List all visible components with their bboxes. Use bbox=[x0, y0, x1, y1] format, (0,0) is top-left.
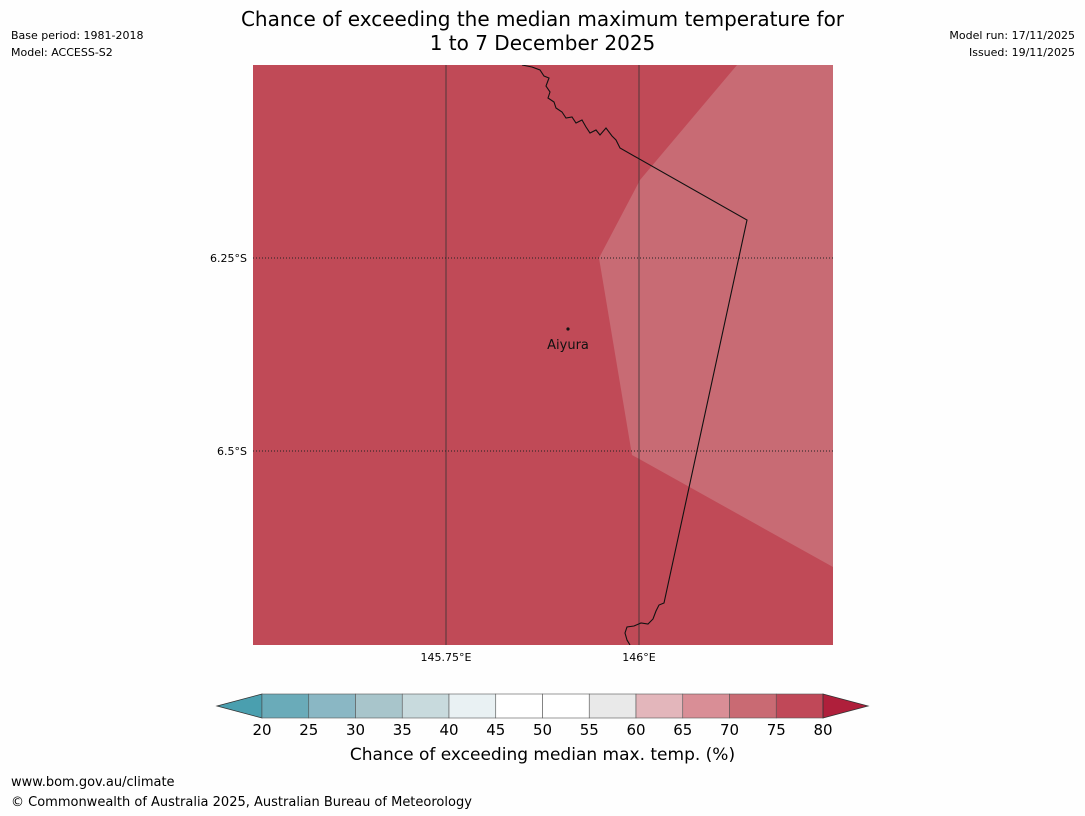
map-panel bbox=[253, 65, 833, 645]
colorbar-label: Chance of exceeding median max. temp. (%… bbox=[349, 745, 736, 765]
issued-text: Issued: 19/11/2025 bbox=[968, 46, 1075, 59]
region-70-75 bbox=[599, 65, 833, 567]
colorbar-tick-label: 75 bbox=[767, 721, 786, 739]
colorbar-under-arrow bbox=[215, 693, 263, 719]
colorbar-tick-label: 25 bbox=[299, 721, 318, 739]
colorbar-bin bbox=[635, 693, 684, 719]
colorbar-bin bbox=[542, 693, 590, 719]
model-text: Model: ACCESS-S2 bbox=[11, 46, 113, 59]
lon-label-145-75: 145.75°E bbox=[421, 651, 472, 664]
colorbar-tick-label: 40 bbox=[439, 721, 458, 739]
colorbar-tick-label: 80 bbox=[813, 721, 832, 739]
footer-copyright: © Commonwealth of Australia 2025, Austra… bbox=[11, 795, 472, 810]
colorbar-tick-label: 30 bbox=[346, 721, 365, 739]
colorbar-tick-label: 50 bbox=[533, 721, 552, 739]
colorbar-bin bbox=[355, 693, 403, 719]
title-line-1: Chance of exceeding the median maximum t… bbox=[240, 7, 845, 31]
colorbar-bin bbox=[261, 693, 310, 719]
colorbar-tick-label: 60 bbox=[626, 721, 645, 739]
province-boundary bbox=[521, 65, 748, 645]
colorbar-tick-label: 45 bbox=[486, 721, 505, 739]
model-run-text: Model run: 17/11/2025 bbox=[949, 29, 1075, 42]
colorbar-bin bbox=[729, 693, 777, 719]
footer-url: www.bom.gov.au/climate bbox=[11, 775, 175, 790]
colorbar-bin bbox=[308, 693, 356, 719]
colorbar-tick-label: 35 bbox=[393, 721, 412, 739]
meta-right: Model run: 17/11/2025 Issued: 19/11/2025 bbox=[949, 27, 1075, 61]
colorbar-bin bbox=[682, 693, 730, 719]
colorbar-over-arrow bbox=[822, 693, 870, 719]
colorbar-bin bbox=[775, 693, 824, 719]
meta-left: Base period: 1981-2018 Model: ACCESS-S2 bbox=[11, 27, 143, 61]
lat-label-6-5: 6.5°S bbox=[217, 445, 247, 458]
colorbar-tick-label: 20 bbox=[252, 721, 271, 739]
colorbar-bin bbox=[448, 693, 497, 719]
colorbar-bin bbox=[495, 693, 543, 719]
lon-label-146: 146°E bbox=[622, 651, 655, 664]
map-title: Chance of exceeding the median maximum t… bbox=[0, 7, 1085, 55]
colorbar-tick-label: 55 bbox=[580, 721, 599, 739]
colorbar-bin bbox=[588, 693, 637, 719]
colorbar-tick-label: 65 bbox=[673, 721, 692, 739]
colorbar-bin bbox=[401, 693, 450, 719]
base-period-text: Base period: 1981-2018 bbox=[11, 29, 144, 42]
place-label-aiyura: Aiyura bbox=[547, 338, 589, 353]
lat-label-6-25: 6.25°S bbox=[210, 252, 247, 265]
title-line-2: 1 to 7 December 2025 bbox=[429, 31, 656, 55]
colorbar-tick-label: 70 bbox=[720, 721, 739, 739]
colorbar: 20 25 30 35 40 45 50 55 60 65 70 75 80 bbox=[215, 693, 870, 739]
aiyura-marker bbox=[566, 327, 570, 331]
